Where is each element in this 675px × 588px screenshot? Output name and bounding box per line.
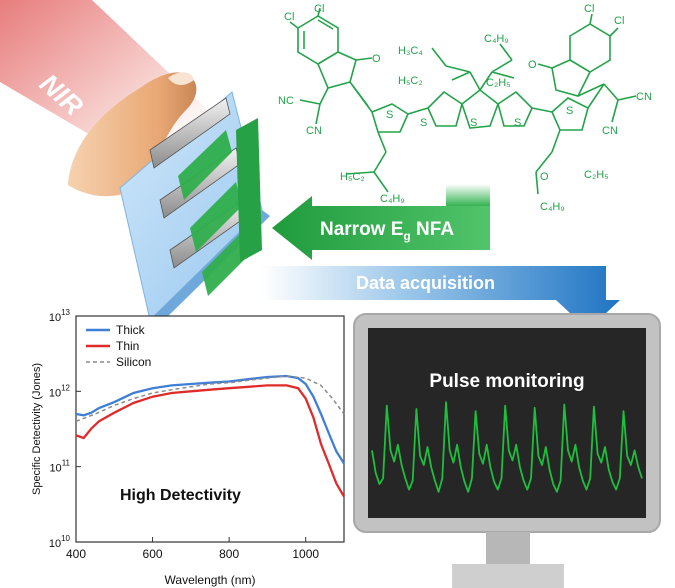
mol-label-s-1: S — [386, 109, 393, 121]
mol-label-o-3: O — [540, 171, 549, 183]
mol-alkyl-top-right-1: C₄H₉ — [484, 33, 509, 45]
x-tick-label: 400 — [66, 547, 86, 561]
mol-label-s-5: S — [566, 105, 573, 117]
mol-label-s-2: S — [420, 117, 427, 129]
legend-silicon-label: Silicon — [116, 355, 151, 369]
x-tick-label: 1000 — [292, 547, 319, 561]
mol-alkyl-bottom-left-1: H₅C₂ — [340, 171, 365, 183]
series-line-thin — [75, 384, 345, 498]
y-tick-label: 1010 — [49, 534, 71, 550]
y-tick-label: 1013 — [49, 308, 71, 324]
narrow-eg-nfa-arrow: Narrow Eg NFA — [272, 184, 490, 260]
series-line-thick — [75, 374, 345, 465]
pulse-trace — [371, 401, 643, 493]
mol-label-o-1: O — [372, 53, 381, 65]
mol-alkyl-bottom-left-2: C₄H₉ — [380, 193, 405, 205]
photodetector-device — [119, 91, 270, 326]
data-acquisition-label: Data acquisition — [356, 273, 495, 293]
x-tick-label: 600 — [143, 547, 163, 561]
data-acquisition-arrow: Data acquisition — [262, 266, 620, 330]
mol-alkyl-top-left-2: H₅C₂ — [398, 75, 423, 87]
series-line-silicon — [75, 375, 345, 423]
mol-label-cl-2: Cl — [314, 3, 324, 15]
pulse-waveform — [371, 401, 643, 493]
y-tick-label: 1012 — [49, 383, 71, 399]
legend-thick-label: Thick — [116, 323, 146, 337]
svg-text:Narrow Eg NFA: Narrow Eg NFA — [320, 219, 454, 243]
mol-label-cn-3: CN — [602, 125, 618, 137]
chart-title: High Detectivity — [120, 487, 241, 504]
legend-thin-label: Thin — [116, 339, 139, 353]
x-axis-label: Wavelength (nm) — [165, 573, 256, 587]
mol-alkyl-bottom-right-1: C₂H₅ — [584, 169, 609, 181]
mol-alkyl-top-right-2: C₂H₅ — [486, 77, 511, 89]
monitor: Pulse monitoring — [353, 313, 661, 588]
mol-label-cl-1: Cl — [284, 11, 294, 23]
detectivity-chart: 400 600 800 1000 1010 1011 1012 1013 Thick Thin… — [31, 308, 345, 587]
x-tick-label: 800 — [219, 547, 239, 561]
nfa-label-main: Narrow E — [320, 219, 403, 240]
plot-frame — [75, 315, 345, 543]
mol-label-nc: NC — [278, 95, 294, 107]
mol-alkyl-top-left-1: H₃C₄ — [398, 45, 423, 57]
y-axis-label: Specific Detectivity (Jones) — [31, 363, 43, 495]
mol-label-cn-1: CN — [306, 125, 322, 137]
nfa-label-sub: g — [403, 229, 410, 243]
molecule-labels: Cl Cl Cl Cl O O NC CN CN CN S S S S S O … — [278, 3, 652, 213]
mol-label-s-4: S — [514, 117, 521, 129]
pulse-monitoring-title: Pulse monitoring — [429, 371, 584, 392]
mol-label-cn-2: CN — [636, 91, 652, 103]
mol-label-cl-3: Cl — [584, 3, 594, 15]
finger-nail — [168, 72, 194, 85]
nfa-molecule-structure — [289, 7, 637, 195]
mol-label-s-3: S — [470, 117, 477, 129]
nfa-label-end: NFA — [411, 219, 455, 240]
mol-label-cl-4: Cl — [614, 15, 624, 27]
y-tick-label: 1011 — [49, 459, 70, 475]
chart-legend: Thick Thin Silicon — [86, 323, 151, 369]
mol-label-o-2: O — [528, 59, 537, 71]
mol-alkyl-bottom-right-2: C₄H₉ — [540, 201, 565, 213]
finger-illustration — [68, 72, 197, 197]
